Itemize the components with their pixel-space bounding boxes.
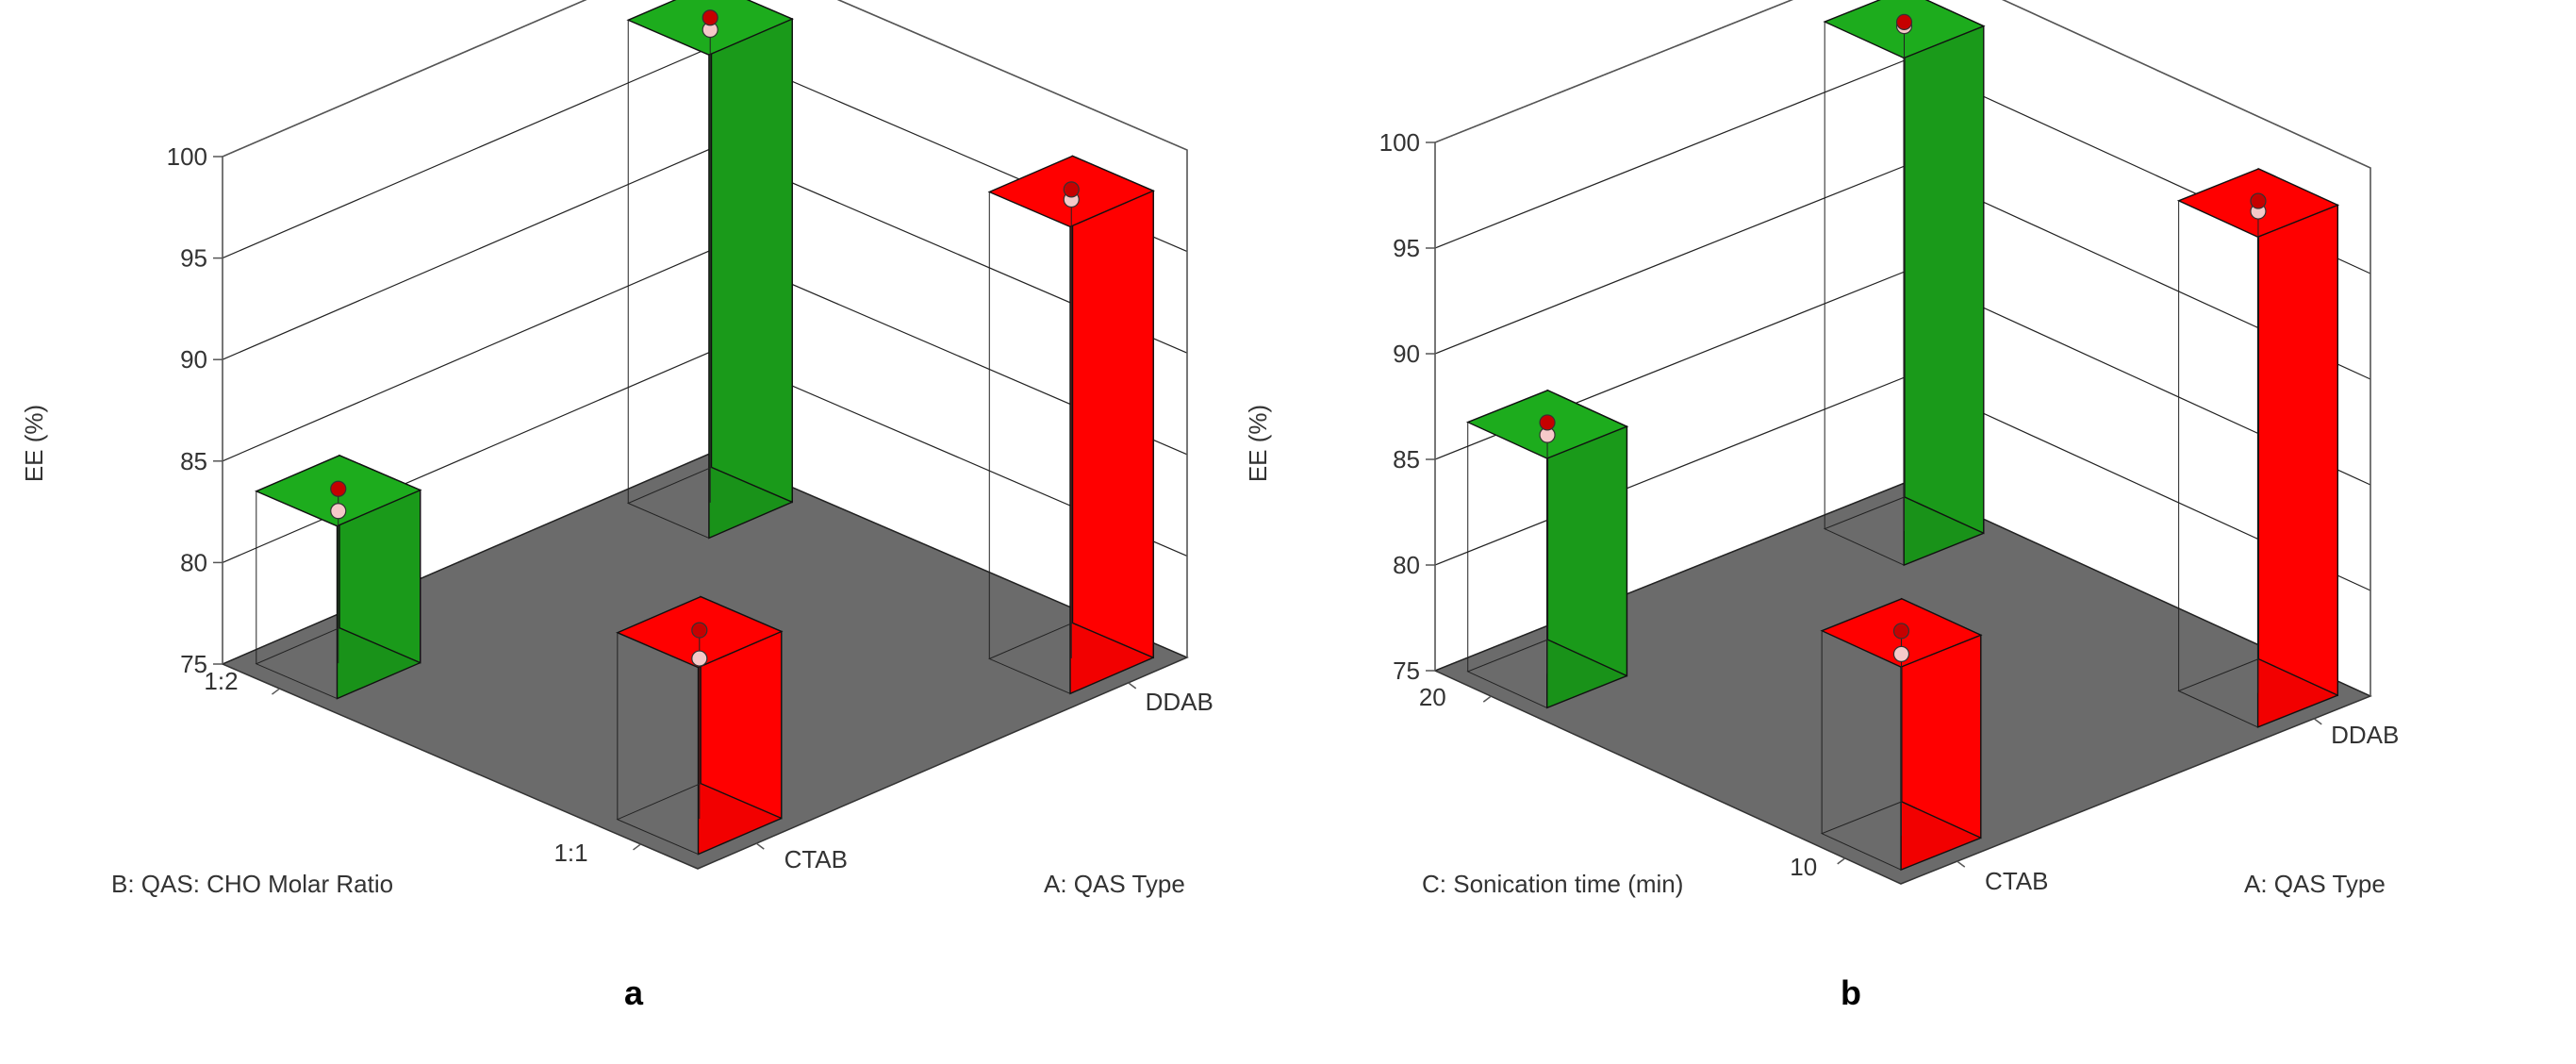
y-tick-mark <box>1482 695 1492 703</box>
chart-panel-a: 75 80 85 90 95 100 CTAB DDAB 1:1 1:2 B: QAS: CHO M… <box>20 0 1214 1012</box>
bar-face-right <box>710 0 793 504</box>
x-tick-label: CTAB <box>784 845 848 873</box>
observed-point <box>702 9 718 26</box>
y-tick-label: 10 <box>1790 853 1817 881</box>
x-tick-label: DDAB <box>1146 688 1214 716</box>
y-tick-label: 20 <box>1419 683 1446 711</box>
predicted-point <box>330 503 347 520</box>
bar-hidden-edge <box>2177 658 2259 728</box>
x-axis-title: A: QAS Type <box>1044 870 1185 898</box>
x-axis-title: A: QAS Type <box>2244 870 2386 898</box>
bar-ctab-1-2 <box>255 454 422 700</box>
y-tick-mark <box>633 843 641 851</box>
observed-point <box>1063 181 1080 198</box>
z-tick-label: 90 <box>1393 340 1420 368</box>
bar-ddab-1-1 <box>987 155 1155 695</box>
observed-point <box>691 622 708 639</box>
z-tick-label: 95 <box>1393 234 1420 262</box>
z-axis-title: EE (%) <box>1244 405 1272 482</box>
y-tick-mark <box>272 688 280 695</box>
z-tick-label: 85 <box>180 447 207 475</box>
y-axis-title: B: QAS: CHO Molar Ratio <box>111 870 393 898</box>
z-tick-label: 100 <box>1379 128 1420 157</box>
x-tick-mark <box>2313 718 2322 725</box>
x-tick-label: DDAB <box>2331 721 2399 749</box>
bar-ctab-20 <box>1465 389 1629 709</box>
predicted-point <box>1892 645 1910 662</box>
z-tick-label: 100 <box>167 142 207 171</box>
y-tick-mark <box>1837 857 1846 865</box>
z-tick-label: 90 <box>180 345 207 374</box>
x-tick-label: CTAB <box>1985 867 2048 895</box>
bar-face-right <box>2257 167 2339 697</box>
y-tick-label: 1:2 <box>204 667 238 695</box>
z-tick-label: 85 <box>1393 445 1420 474</box>
bar-hidden-edge <box>616 783 702 856</box>
observed-point <box>1892 623 1910 640</box>
z-tick-label: 80 <box>1393 551 1420 579</box>
chart-panel-b: 75 80 85 90 95 100 CTAB DDAB 10 20 C: Sonication t… <box>1244 0 2399 1012</box>
z-axis-title: EE (%) <box>20 405 48 482</box>
x-tick-mark <box>1957 860 1966 868</box>
observed-point <box>1895 13 1913 30</box>
wall-frame <box>222 0 1188 664</box>
z-tick-label: 95 <box>180 244 207 273</box>
bar-ddab-20 <box>1823 0 1986 567</box>
bar-ctab-10 <box>1820 597 1983 872</box>
wall-frame <box>1434 0 2371 696</box>
bar-hidden-edge <box>255 627 340 700</box>
z-tick-label: 80 <box>180 548 207 576</box>
bar-ctab-1-1 <box>616 595 784 856</box>
observed-point <box>1539 414 1556 431</box>
y-axis-title: C: Sonication time (min) <box>1422 870 1683 898</box>
z-tick-label: 75 <box>1393 657 1420 685</box>
predicted-point <box>691 650 708 667</box>
z-tick-label: 75 <box>180 650 207 678</box>
bar-face-right <box>1071 155 1154 659</box>
observed-point <box>2250 192 2267 209</box>
panel-letter: b <box>1841 973 1861 1012</box>
x-tick-mark <box>1128 682 1137 690</box>
x-tick-mark <box>755 842 765 850</box>
bar-ddab-10 <box>2176 167 2340 728</box>
panel-letter: a <box>624 973 644 1012</box>
observed-point <box>330 480 347 497</box>
y-tick-label: 1:1 <box>553 839 587 867</box>
bar-ddab-1-2 <box>626 0 794 540</box>
bar-face-right <box>1904 0 1985 535</box>
